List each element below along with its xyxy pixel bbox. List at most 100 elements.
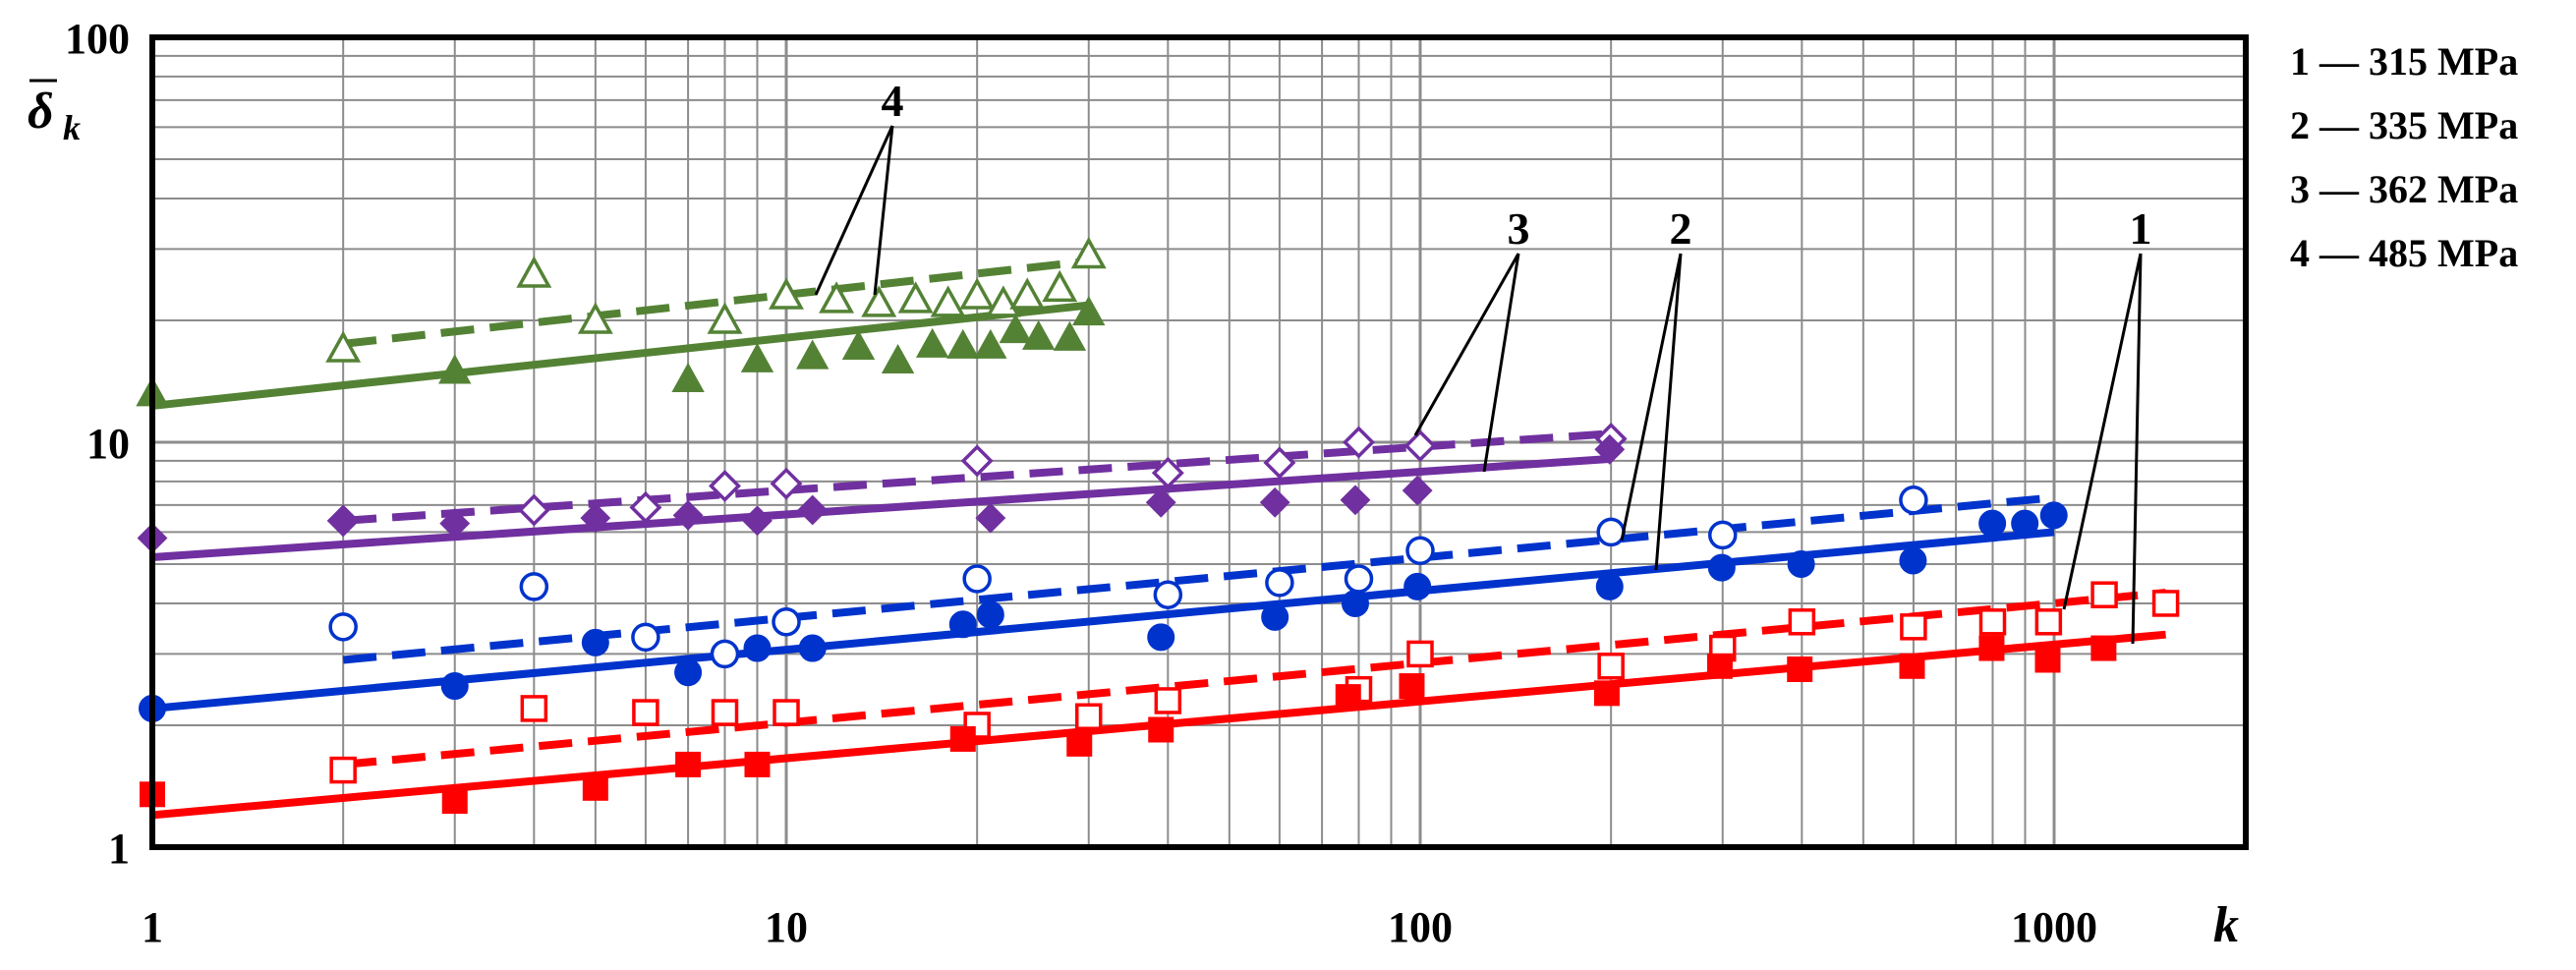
- point-solid-series-2: [1147, 623, 1175, 652]
- y-tick-label: 10: [86, 420, 130, 468]
- series-annotations: 4 3 2 1: [814, 76, 2152, 645]
- point-hollow-series-2: [1153, 580, 1183, 609]
- point-hollow-series-1: [711, 699, 739, 726]
- point-hollow-series-1: [2034, 608, 2063, 636]
- point-solid-series-2: [1261, 602, 1289, 631]
- annotation-leader: [1654, 253, 1683, 571]
- point-hollow-series-1: [1074, 703, 1103, 730]
- point-solid-series-4: [1021, 319, 1056, 350]
- point-hollow-series-3: [1403, 429, 1437, 463]
- point-solid-series-1: [1787, 656, 1813, 682]
- legend-entry-2: 2 — 335 MPa: [2290, 103, 2518, 147]
- point-solid-series-2: [976, 600, 1004, 629]
- point-solid-series-1: [2090, 635, 2117, 661]
- point-solid-series-1: [1899, 653, 1925, 679]
- point-hollow-series-4: [819, 281, 855, 314]
- point-hollow-series-3: [629, 490, 662, 524]
- point-solid-series-3: [1259, 486, 1290, 518]
- annotation-leader: [1620, 253, 1683, 542]
- point-hollow-series-4: [1070, 236, 1107, 269]
- y-axis-label-subscript: k: [63, 108, 81, 147]
- point-solid-series-2: [2011, 509, 2039, 538]
- point-solid-series-2: [581, 628, 609, 656]
- point-solid-series-3: [797, 494, 829, 526]
- point-hollow-series-1: [1788, 608, 1816, 636]
- point-hollow-series-1: [2151, 590, 2180, 617]
- point-solid-series-3: [672, 499, 704, 531]
- point-solid-series-2: [2039, 501, 2068, 530]
- point-solid-series-4: [999, 314, 1033, 344]
- point-hollow-series-4: [707, 302, 743, 334]
- plot-frame: [149, 34, 2249, 850]
- fit-line-dashed-series-2: [342, 493, 2055, 664]
- point-solid-series-3: [1594, 433, 1626, 465]
- point-solid-series-4: [915, 327, 949, 358]
- point-solid-series-1: [1978, 635, 2005, 661]
- x-tick-label: 1000: [2011, 903, 2097, 951]
- point-solid-series-2: [798, 634, 827, 662]
- point-solid-series-2: [743, 634, 772, 662]
- point-solid-series-3: [1145, 486, 1176, 518]
- point-solid-series-1: [441, 788, 468, 815]
- point-hollow-series-4: [1042, 269, 1078, 303]
- point-solid-series-3: [439, 508, 471, 540]
- point-hollow-series-1: [1597, 653, 1625, 680]
- point-hollow-series-4: [861, 285, 897, 317]
- annotation-label-2: 2: [1670, 203, 1692, 254]
- point-solid-series-2: [1787, 550, 1815, 579]
- point-hollow-series-1: [2090, 581, 2118, 608]
- point-hollow-series-2: [1899, 485, 1928, 515]
- fit-line-dashed-series-4: [342, 257, 1090, 348]
- point-solid-series-4: [1072, 296, 1106, 326]
- annotation-label-3: 3: [1508, 203, 1530, 254]
- point-hollow-series-3: [960, 444, 994, 478]
- point-solid-series-3: [1340, 485, 1371, 516]
- point-hollow-series-4: [325, 330, 362, 363]
- fit-lines: [151, 257, 2166, 820]
- point-solid-series-4: [946, 328, 980, 359]
- annotation-leader: [1482, 253, 1520, 473]
- annotation-2: 2: [1620, 203, 1692, 571]
- y-tick-labels: 1 10 100: [65, 15, 130, 873]
- point-solid-series-1: [1593, 680, 1620, 707]
- point-solid-series-1: [744, 751, 771, 777]
- annotation-4: 4: [814, 76, 904, 296]
- x-tick-label: 100: [1388, 903, 1453, 951]
- point-solid-series-2: [948, 610, 977, 639]
- point-hollow-series-4: [577, 302, 613, 334]
- x-tick-labels: 1 10 100 1000: [142, 903, 2097, 951]
- point-solid-series-1: [1399, 673, 1425, 700]
- point-hollow-series-1: [963, 712, 991, 739]
- x-tick-label: 10: [765, 903, 808, 951]
- point-hollow-series-1: [773, 699, 800, 726]
- point-solid-series-2: [1899, 546, 1927, 575]
- point-hollow-series-2: [1707, 520, 1738, 550]
- annotation-1: 1: [2062, 203, 2152, 645]
- data-points: [136, 236, 2180, 815]
- point-hollow-series-2: [962, 564, 992, 594]
- point-hollow-series-2: [1405, 536, 1435, 566]
- point-hollow-series-4: [897, 281, 934, 314]
- point-hollow-series-2: [772, 607, 801, 637]
- point-hollow-series-3: [1151, 456, 1184, 489]
- point-solid-series-3: [327, 505, 359, 537]
- point-hollow-series-1: [1154, 687, 1182, 714]
- point-hollow-series-1: [520, 695, 548, 722]
- point-solid-series-1: [2034, 647, 2061, 673]
- point-solid-series-3: [1402, 475, 1433, 506]
- fit-line-solid-series-4: [151, 301, 1090, 410]
- annotation-leader: [873, 125, 894, 296]
- point-hollow-series-2: [519, 572, 549, 601]
- point-hollow-series-1: [632, 699, 659, 726]
- point-solid-series-2: [1403, 572, 1432, 600]
- legend-entry-4: 4 — 485 MPa: [2290, 231, 2518, 275]
- point-hollow-series-2: [631, 622, 660, 653]
- legend-entry-1: 1 — 315 MPa: [2290, 39, 2518, 84]
- point-solid-series-1: [675, 751, 702, 777]
- point-hollow-series-2: [1596, 517, 1626, 547]
- annotation-label-1: 1: [2130, 203, 2152, 254]
- point-hollow-series-2: [710, 639, 740, 669]
- y-axis-label: δ k: [28, 79, 81, 147]
- y-axis-label-main: δ: [28, 84, 54, 140]
